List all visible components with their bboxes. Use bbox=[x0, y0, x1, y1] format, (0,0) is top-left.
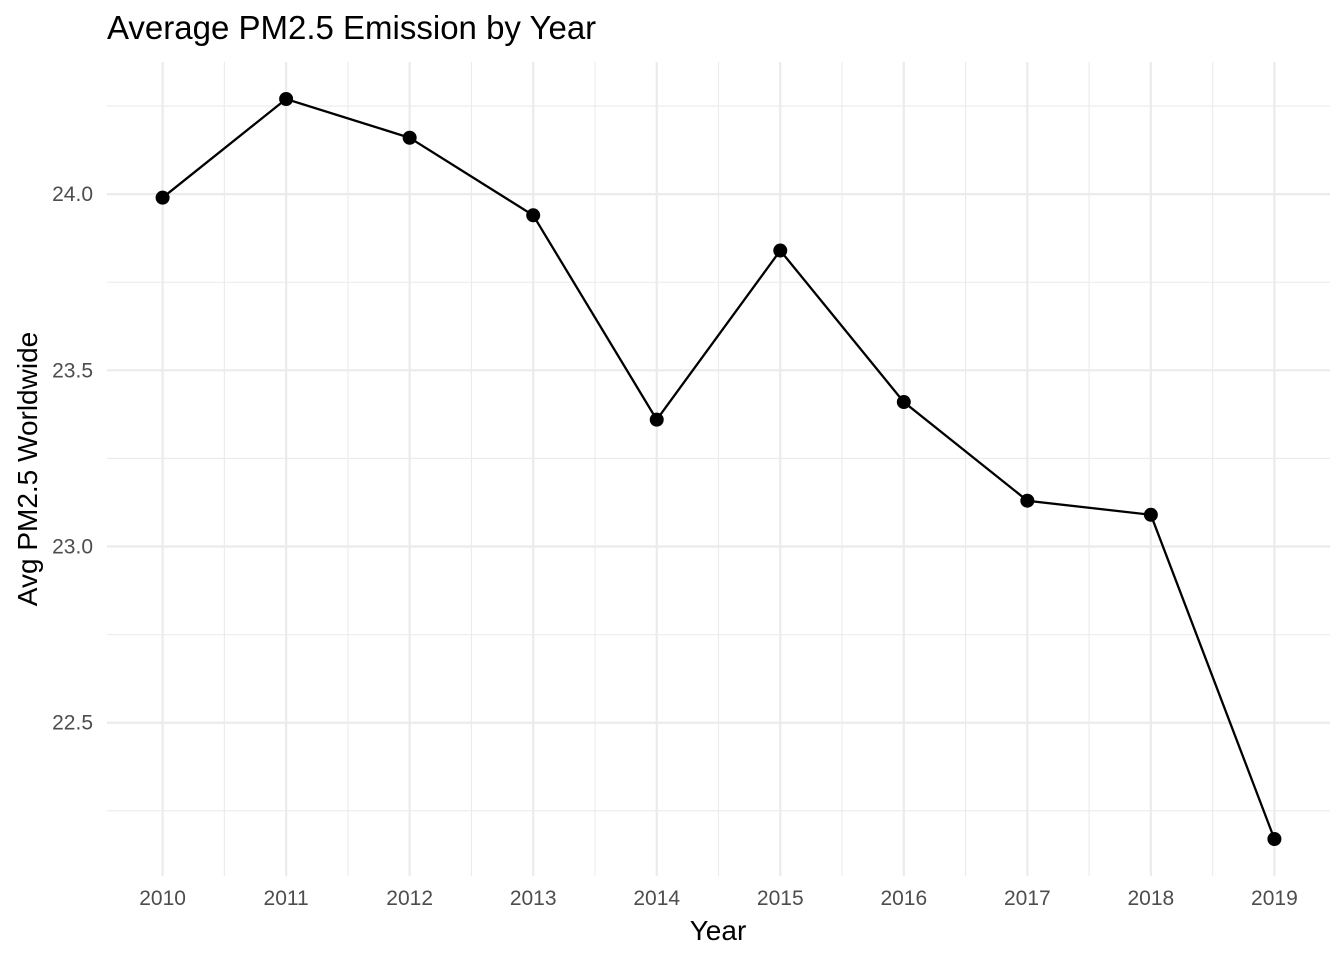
x-tick-label: 2018 bbox=[1128, 887, 1175, 910]
data-point bbox=[402, 130, 417, 145]
x-tick-label: 2011 bbox=[264, 887, 309, 910]
data-point bbox=[155, 190, 170, 205]
chart-title: Average PM2.5 Emission by Year bbox=[107, 9, 596, 46]
series bbox=[155, 92, 1282, 846]
data-point bbox=[1267, 832, 1282, 846]
data-point bbox=[526, 208, 541, 223]
data-point bbox=[1020, 493, 1035, 508]
y-tick-label: 24.0 bbox=[52, 183, 93, 206]
x-axis-title: Year bbox=[690, 915, 747, 946]
x-tick-label: 2012 bbox=[386, 887, 433, 910]
x-tick-label: 2014 bbox=[633, 887, 680, 910]
y-axis-ticks: 22.5 23.0 23.5 24.0 bbox=[52, 183, 93, 735]
x-tick-label: 2019 bbox=[1251, 887, 1298, 910]
series-line bbox=[161, 97, 1276, 840]
data-point bbox=[649, 412, 664, 427]
x-tick-label: 2015 bbox=[757, 887, 804, 910]
x-tick-label: 2010 bbox=[139, 887, 186, 910]
y-tick-label: 23.0 bbox=[52, 536, 93, 559]
data-point bbox=[896, 395, 911, 410]
grid bbox=[107, 62, 1330, 876]
x-axis-ticks: 2010 2011 2012 2013 2014 2015 2016 2017 2018 2019 bbox=[139, 887, 1298, 910]
data-point bbox=[1143, 507, 1158, 522]
y-tick-label: 23.5 bbox=[52, 359, 93, 382]
data-point bbox=[279, 92, 294, 106]
y-axis-title: Avg PM2.5 Worldwide bbox=[12, 332, 43, 606]
y-tick-label: 22.5 bbox=[52, 712, 93, 735]
x-tick-label: 2013 bbox=[510, 887, 557, 910]
data-point bbox=[773, 243, 788, 258]
x-tick-label: 2017 bbox=[1004, 887, 1051, 910]
x-tick-label: 2016 bbox=[880, 887, 927, 910]
